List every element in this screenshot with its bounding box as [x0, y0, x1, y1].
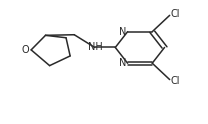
- Text: Cl: Cl: [170, 9, 180, 19]
- Text: O: O: [21, 46, 29, 55]
- Text: Cl: Cl: [170, 76, 180, 86]
- Text: N: N: [119, 27, 127, 37]
- Text: N: N: [119, 58, 127, 68]
- Text: NH: NH: [88, 42, 103, 52]
